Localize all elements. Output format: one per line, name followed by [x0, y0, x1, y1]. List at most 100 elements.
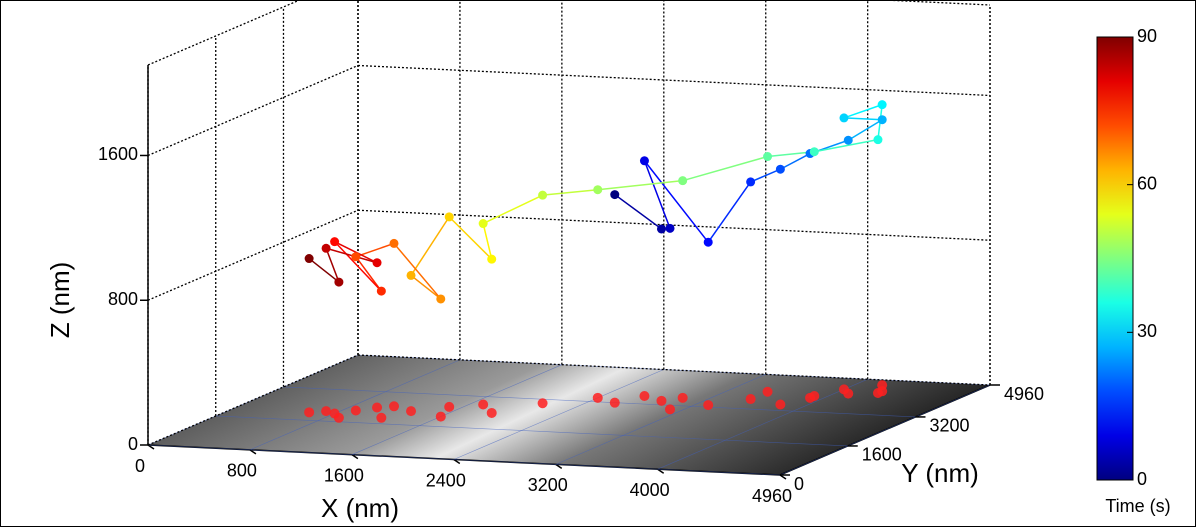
trajectory-point [538, 191, 547, 200]
floor-projection [703, 400, 713, 410]
colorbar-tick-label: 60 [1137, 173, 1157, 193]
y-tick-label: 4960 [1004, 384, 1044, 404]
colorbar-tick-label: 30 [1137, 321, 1157, 341]
floor-projection [406, 406, 416, 416]
floor-projection [839, 384, 849, 394]
trajectory-point [704, 238, 713, 247]
y-tick-label: 0 [794, 474, 804, 494]
colorbar-tick-label: 90 [1137, 26, 1157, 46]
trajectory-segment [844, 105, 882, 118]
z-tick-label: 800 [108, 289, 138, 309]
y-axis-label: Y (nm) [901, 458, 979, 488]
trajectory-point [390, 239, 399, 248]
floor-projection [444, 402, 454, 412]
floor-projection [639, 391, 649, 401]
trajectory-segment [683, 157, 768, 181]
floor-projection [678, 393, 688, 403]
x-tick-label: 0 [135, 456, 145, 476]
floor-projection [436, 412, 446, 422]
trajectory-point [593, 185, 602, 194]
colorbar-tick-label: 0 [1137, 469, 1147, 489]
trajectory-point [666, 224, 675, 233]
trajectory-segment [751, 169, 781, 182]
floor-projection [610, 398, 620, 408]
y-tick-label: 3200 [929, 416, 969, 436]
trajectory-point [678, 176, 687, 185]
x-tick-label: 800 [227, 461, 257, 481]
floor-projection [656, 396, 666, 406]
trajectory-segment [411, 275, 441, 299]
trajectory-segment [394, 243, 441, 299]
floor-projection [873, 388, 883, 398]
trajectory-segment [644, 161, 708, 242]
floor-projection [665, 404, 675, 414]
trajectory-point [657, 224, 666, 233]
box-edge [148, 0, 358, 65]
trajectory-point [436, 294, 445, 303]
trajectory-point [330, 237, 339, 246]
floor-projection [538, 398, 548, 408]
floor-projection [775, 399, 785, 409]
trajectory-point [487, 255, 496, 264]
grid-line [148, 65, 358, 155]
grid-line [148, 210, 358, 300]
x-tick-label: 4960 [752, 486, 792, 506]
trajectory-point [305, 254, 314, 263]
colorbar-label: Time (s) [1105, 496, 1170, 516]
floor-projection [334, 413, 344, 423]
trajectory-point [873, 135, 882, 144]
floor-projection [487, 408, 497, 418]
trajectory-point [763, 152, 772, 161]
x-axis-label: X (nm) [321, 493, 399, 523]
floor-projection [351, 406, 361, 416]
trajectory-segment [644, 161, 670, 229]
floor-projection [763, 387, 773, 397]
floor-projection [593, 393, 603, 403]
trajectory-point [839, 113, 848, 122]
trajectory-point [640, 156, 649, 165]
grid-line [358, 65, 990, 95]
floor-projection [478, 399, 488, 409]
trajectory-point [746, 177, 755, 186]
trajectory-segment [708, 182, 750, 242]
trajectory-segment [411, 217, 449, 276]
trajectory-point [322, 244, 331, 253]
trajectory-point [479, 219, 488, 228]
x-tick-label: 3200 [528, 475, 568, 495]
trajectory-point [610, 190, 619, 199]
plot-area: 0800160024003200400049600160032004960080… [98, 0, 1044, 506]
trajectory-point [407, 271, 416, 280]
trajectory-point [776, 165, 785, 174]
floor-projection [746, 394, 756, 404]
trajectory-segment [483, 224, 492, 260]
floor-projection [809, 391, 819, 401]
z-tick-label: 1600 [98, 144, 138, 164]
trajectory-point [844, 136, 853, 145]
colorbar [1097, 37, 1133, 480]
floor-projection [376, 413, 386, 423]
trajectory-point [445, 212, 454, 221]
trajectory-point [377, 287, 386, 296]
z-axis-label: Z (nm) [45, 262, 75, 339]
floor-projection [372, 403, 382, 413]
z-tick-label: 0 [128, 434, 138, 454]
trajectory-segment [543, 190, 598, 195]
trajectory-segment [844, 118, 882, 120]
floor-projection [321, 406, 331, 416]
x-tick-label: 1600 [324, 465, 364, 485]
trajectory-point [373, 258, 382, 267]
x-tick-label: 2400 [426, 470, 466, 490]
trajectory-segment [483, 195, 542, 223]
x-tick-label: 4000 [630, 480, 670, 500]
trajectory-point [878, 100, 887, 109]
floor-projection [304, 407, 314, 417]
trajectory-point [810, 147, 819, 156]
trajectory-segment [780, 154, 810, 170]
trajectory-point [334, 278, 343, 287]
trajectory-point [351, 252, 360, 261]
trajectory-point [878, 115, 887, 124]
y-tick-label: 1600 [862, 445, 902, 465]
chart: 0800160024003200400049600160032004960080… [0, 0, 1196, 527]
trajectory-segment [598, 181, 683, 190]
floor-projection [389, 401, 399, 411]
